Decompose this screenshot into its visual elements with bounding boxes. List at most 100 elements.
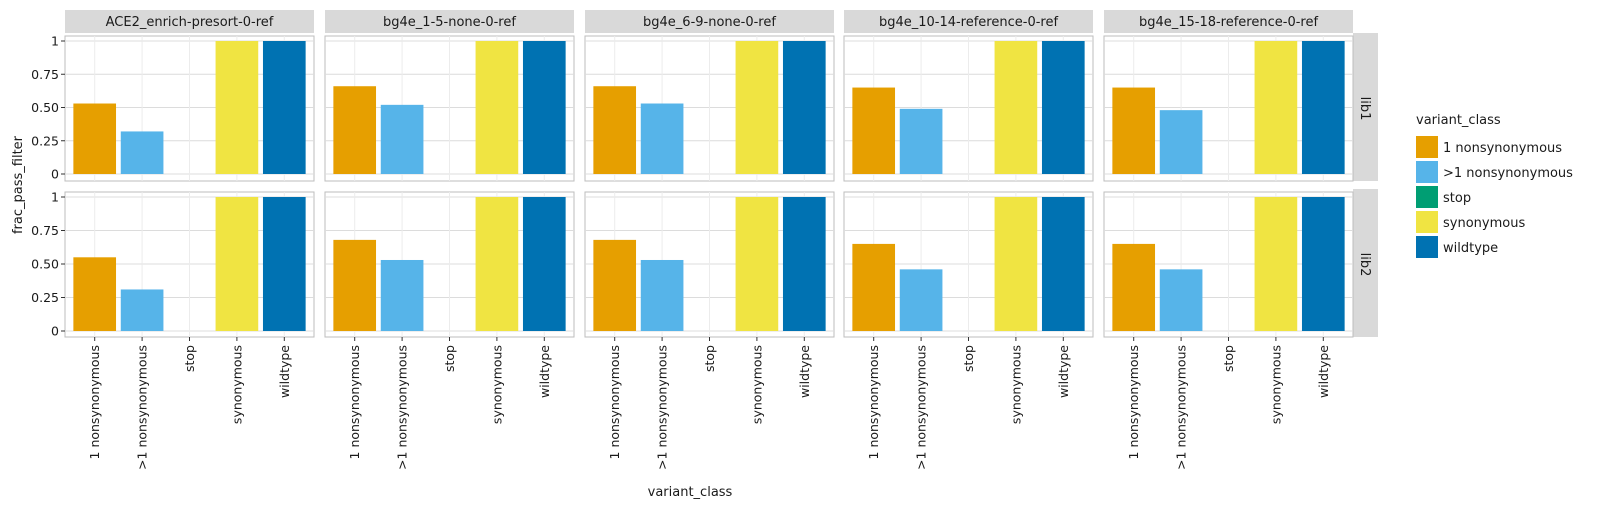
facet-column-label: bg4e_15-18-reference-0-ref	[1139, 15, 1319, 30]
x-tick-label: synonymous	[489, 345, 504, 424]
facet-panel	[64, 35, 315, 182]
x-tick-label: >1 nonsynonymous	[655, 345, 670, 470]
bar	[782, 41, 826, 174]
facet-column-strip	[585, 10, 834, 33]
legend-entry-label: stop	[1443, 191, 1471, 206]
bar	[262, 41, 306, 174]
bar	[1254, 197, 1298, 331]
bar	[1254, 41, 1298, 174]
x-tick-label: >1 nonsynonymous	[395, 345, 410, 470]
bar	[640, 103, 684, 174]
y-tick-label: 0	[51, 167, 59, 182]
x-tick-label: >1 nonsynonymous	[1174, 345, 1189, 470]
bar	[1159, 269, 1203, 331]
facet-panels: ACE2_enrich-presort-0-ref bg4e_1-5-none-0…	[31, 10, 1378, 470]
y-tick-label: 0.25	[31, 133, 59, 148]
x-tick-label: 1 nonsynonymous	[607, 345, 622, 459]
bar	[215, 197, 259, 331]
facet-panel	[1103, 35, 1354, 182]
facet-panel	[843, 191, 1094, 338]
bar	[215, 41, 259, 174]
x-tick-label: synonymous	[749, 345, 764, 424]
facet-column-label: bg4e_6-9-none-0-ref	[643, 15, 776, 30]
facet-column-strip	[65, 10, 314, 33]
bar	[380, 259, 424, 331]
x-tick-label: >1 nonsynonymous	[135, 345, 150, 470]
x-tick-label: stop	[961, 345, 976, 372]
x-tick-label: wildtype	[537, 345, 552, 398]
legend-title: variant_class	[1416, 113, 1501, 128]
x-tick-label: wildtype	[1056, 345, 1071, 398]
facet-panel	[1103, 191, 1354, 338]
legend-entry-label: >1 nonsynonymous	[1443, 166, 1573, 181]
facet-panel	[324, 35, 575, 182]
x-tick-label: stop	[1221, 345, 1236, 372]
bar	[380, 104, 424, 174]
bar	[262, 197, 306, 331]
x-tick-label: wildtype	[277, 345, 292, 398]
bar	[852, 243, 896, 331]
facet-column-label: bg4e_10-14-reference-0-ref	[879, 15, 1059, 30]
y-tick-label: 0	[51, 324, 59, 339]
bar	[120, 289, 164, 331]
facet-row-label: lib1	[1357, 97, 1372, 121]
x-tick-label: synonymous	[229, 345, 244, 424]
bar	[475, 41, 519, 174]
x-tick-label: 1 nonsynonymous	[87, 345, 102, 459]
facet-row-label: lib2	[1357, 253, 1372, 277]
x-tick-label: >1 nonsynonymous	[914, 345, 929, 470]
bar	[1301, 197, 1345, 331]
x-tick-label: stop	[702, 345, 717, 372]
bar	[73, 257, 117, 331]
bar	[333, 239, 377, 331]
facet-panel	[843, 35, 1094, 182]
y-tick-label: 1	[51, 34, 59, 49]
bar	[1041, 197, 1085, 331]
bar	[735, 41, 779, 174]
bar	[852, 87, 896, 174]
bar	[1112, 243, 1156, 331]
y-tick-label: 0.25	[31, 290, 59, 305]
bar	[994, 197, 1038, 331]
bar	[522, 197, 566, 331]
legend-swatch	[1416, 236, 1438, 258]
facet-panel	[324, 191, 575, 338]
facet-column-label: ACE2_enrich-presort-0-ref	[106, 15, 274, 30]
y-tick-label: 0.50	[31, 257, 59, 272]
x-tick-label: 1 nonsynonymous	[866, 345, 881, 459]
bar	[640, 259, 684, 331]
x-axis-title: variant_class	[648, 485, 733, 500]
legend-entry-label: 1 nonsynonymous	[1443, 141, 1562, 156]
bar	[593, 239, 637, 331]
facet-column-strip	[1104, 10, 1353, 33]
facet-row-strip	[1353, 33, 1378, 181]
x-tick-label: synonymous	[1268, 345, 1283, 424]
bar	[73, 103, 117, 174]
bar	[1159, 110, 1203, 174]
x-tick-label: stop	[182, 345, 197, 372]
y-tick-label: 0.75	[31, 67, 59, 82]
bar	[994, 41, 1038, 174]
facet-panel	[584, 191, 835, 338]
legend-swatch	[1416, 211, 1438, 233]
x-tick-label: wildtype	[797, 345, 812, 398]
bar	[593, 86, 637, 174]
facet-column-strip	[844, 10, 1093, 33]
legend-entry-label: wildtype	[1443, 241, 1498, 256]
bar	[899, 108, 943, 174]
legend-swatch	[1416, 161, 1438, 183]
legend: variant_class 1 nonsynonymous >1 nonsynon…	[1416, 113, 1573, 258]
x-tick-label: stop	[442, 345, 457, 372]
y-tick-label: 1	[51, 190, 59, 205]
y-tick-label: 0.50	[31, 100, 59, 115]
y-tick-label: 0.75	[31, 223, 59, 238]
y-axis-title: frac_pass_filter	[11, 135, 26, 234]
x-tick-label: 1 nonsynonymous	[1126, 345, 1141, 459]
bar	[522, 41, 566, 174]
x-tick-label: wildtype	[1316, 345, 1331, 398]
legend-entry-label: synonymous	[1443, 216, 1525, 231]
facet-column-label: bg4e_1-5-none-0-ref	[383, 15, 516, 30]
bar	[899, 269, 943, 331]
facet-panel	[584, 35, 835, 182]
